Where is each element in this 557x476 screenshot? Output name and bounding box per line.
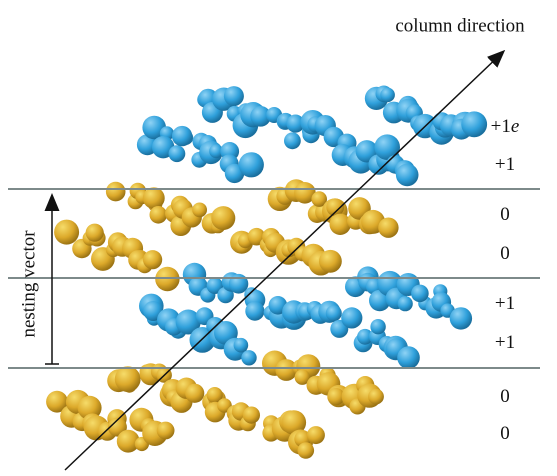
atom <box>461 111 487 137</box>
charge-label: +1 <box>495 332 515 353</box>
atom <box>239 152 264 177</box>
atom <box>396 164 419 187</box>
atom <box>143 250 162 269</box>
atom <box>157 422 175 440</box>
charge-label: +1 <box>495 293 515 314</box>
atom <box>326 198 344 216</box>
atom <box>192 203 207 218</box>
atom <box>185 384 204 403</box>
charge-label: +1 <box>495 154 515 175</box>
atom <box>234 338 249 353</box>
charge-number: 0 <box>500 243 510 264</box>
charge-label: 0 <box>500 243 510 264</box>
side-label: nesting vector <box>18 230 39 338</box>
charge-label: +1e <box>491 116 520 137</box>
atom <box>398 296 413 311</box>
atom <box>378 218 398 238</box>
atom <box>143 187 165 209</box>
atom <box>172 126 192 146</box>
atom <box>169 145 186 162</box>
molecule <box>262 351 384 415</box>
axis-label: column direction <box>395 15 525 36</box>
atom <box>245 302 264 321</box>
atom <box>450 307 472 329</box>
charge-label: 0 <box>500 204 510 225</box>
atom <box>368 389 384 405</box>
figure: column direction nesting vector +1e+100+… <box>0 0 557 476</box>
charge-number: +1 <box>491 116 511 137</box>
charge-number: +1 <box>495 154 515 175</box>
charge-label: 0 <box>500 423 510 444</box>
atom <box>411 285 429 303</box>
molecule <box>300 110 418 186</box>
molecule <box>345 266 472 329</box>
charge-label: 0 <box>500 386 510 407</box>
atom <box>241 350 256 365</box>
atom <box>397 346 420 369</box>
layer-lines <box>8 189 540 368</box>
molecule <box>46 390 174 453</box>
atom <box>243 407 260 424</box>
molecules <box>46 86 487 459</box>
atom <box>106 182 126 202</box>
charge-number: 0 <box>500 423 510 444</box>
charge-number: 0 <box>500 386 510 407</box>
atom <box>115 366 141 392</box>
atom <box>298 442 315 459</box>
atom <box>319 250 342 273</box>
atom <box>341 307 362 328</box>
molecule <box>205 398 325 459</box>
atom <box>86 224 104 242</box>
charge-number: +1 <box>495 293 515 314</box>
atom <box>380 88 395 103</box>
charge-unit: e <box>511 116 519 137</box>
charge-number: +1 <box>495 332 515 353</box>
atom <box>211 206 235 230</box>
charge-number: 0 <box>500 204 510 225</box>
charge-labels: +1e+100+1+100 <box>491 116 520 444</box>
atom <box>284 132 301 149</box>
atom <box>150 206 168 224</box>
atom <box>307 426 325 444</box>
atom <box>370 319 385 334</box>
atom <box>326 305 342 321</box>
molecule <box>54 220 179 292</box>
atom <box>224 86 244 106</box>
atom <box>54 220 79 245</box>
